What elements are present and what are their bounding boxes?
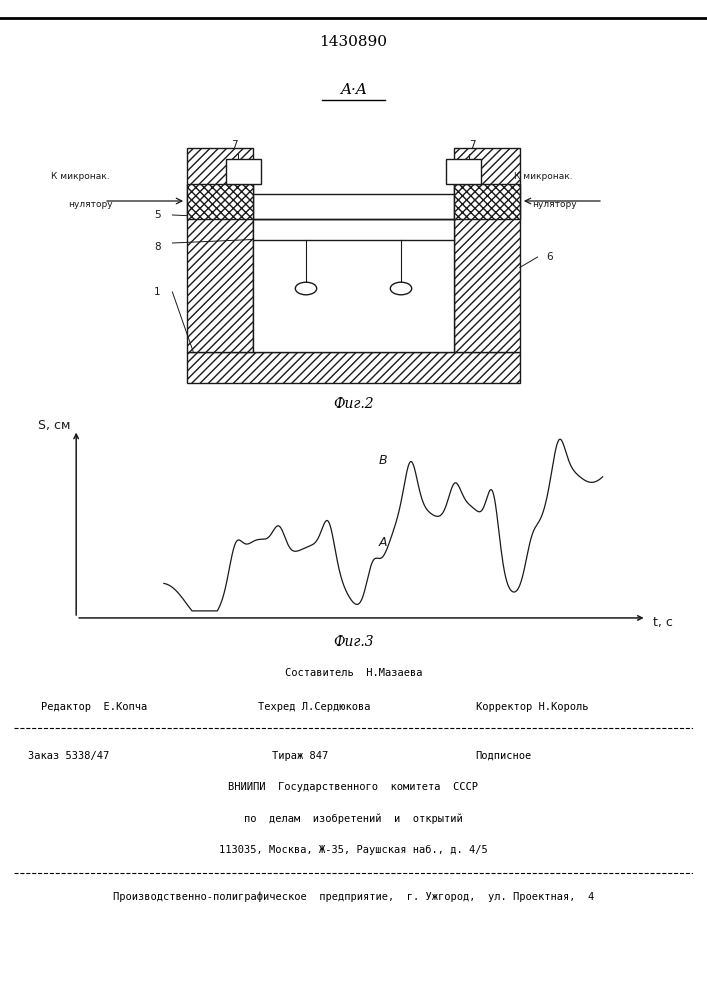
- Text: Производственно-полиграфическое  предприятие,  г. Ужгород,  ул. Проектная,  4: Производственно-полиграфическое предприя…: [113, 891, 594, 902]
- Bar: [455, 148, 520, 352]
- Text: 7: 7: [231, 140, 238, 150]
- Bar: [187, 352, 520, 383]
- Bar: [455, 184, 520, 219]
- Text: по  делам  изобретений  и  открытий: по делам изобретений и открытий: [244, 813, 463, 824]
- Text: Фиг.2: Фиг.2: [333, 397, 374, 411]
- Text: нулятору: нулятору: [532, 200, 576, 209]
- Text: Корректор Н.Король: Корректор Н.Король: [476, 702, 588, 712]
- Text: Заказ 5338/47: Заказ 5338/47: [28, 751, 109, 761]
- Text: 8: 8: [154, 241, 160, 251]
- Text: ВНИИПИ  Государственного  комитета  СССР: ВНИИПИ Государственного комитета СССР: [228, 782, 479, 792]
- Bar: [187, 148, 252, 352]
- Bar: [187, 352, 520, 383]
- Text: Редактор  Е.Копча: Редактор Е.Копча: [41, 702, 148, 712]
- Bar: [252, 219, 455, 352]
- Bar: [455, 148, 520, 352]
- Bar: [187, 148, 252, 352]
- Text: Составитель  Н.Мазаева: Составитель Н.Мазаева: [285, 668, 422, 678]
- Text: B: B: [379, 454, 387, 467]
- Text: 7: 7: [469, 140, 476, 150]
- Text: Подписное: Подписное: [476, 751, 532, 761]
- Text: 113035, Москва, Ж-35, Раушская наб., д. 4/5: 113035, Москва, Ж-35, Раушская наб., д. …: [219, 845, 488, 855]
- Bar: [187, 184, 252, 219]
- Bar: [445, 159, 481, 184]
- Text: A: A: [379, 536, 387, 549]
- Text: 5: 5: [154, 210, 160, 220]
- Bar: [252, 194, 455, 219]
- Text: 1: 1: [154, 287, 160, 297]
- Bar: [455, 184, 520, 219]
- Text: К микронак.: К микронак.: [514, 172, 573, 181]
- Bar: [226, 159, 262, 184]
- Bar: [187, 184, 252, 219]
- Text: Тираж 847: Тираж 847: [272, 751, 328, 761]
- Text: нулятору: нулятору: [69, 200, 113, 209]
- Text: Техред Л.Сердюкова: Техред Л.Сердюкова: [259, 702, 371, 712]
- Text: К микронак.: К микронак.: [51, 172, 110, 181]
- Text: 6: 6: [547, 252, 553, 262]
- Text: S, см: S, см: [38, 418, 71, 432]
- Text: 1430890: 1430890: [320, 35, 387, 49]
- Text: A·A: A·A: [340, 83, 367, 97]
- Text: Фиг.3: Фиг.3: [333, 635, 374, 649]
- Text: t, с: t, с: [653, 616, 673, 629]
